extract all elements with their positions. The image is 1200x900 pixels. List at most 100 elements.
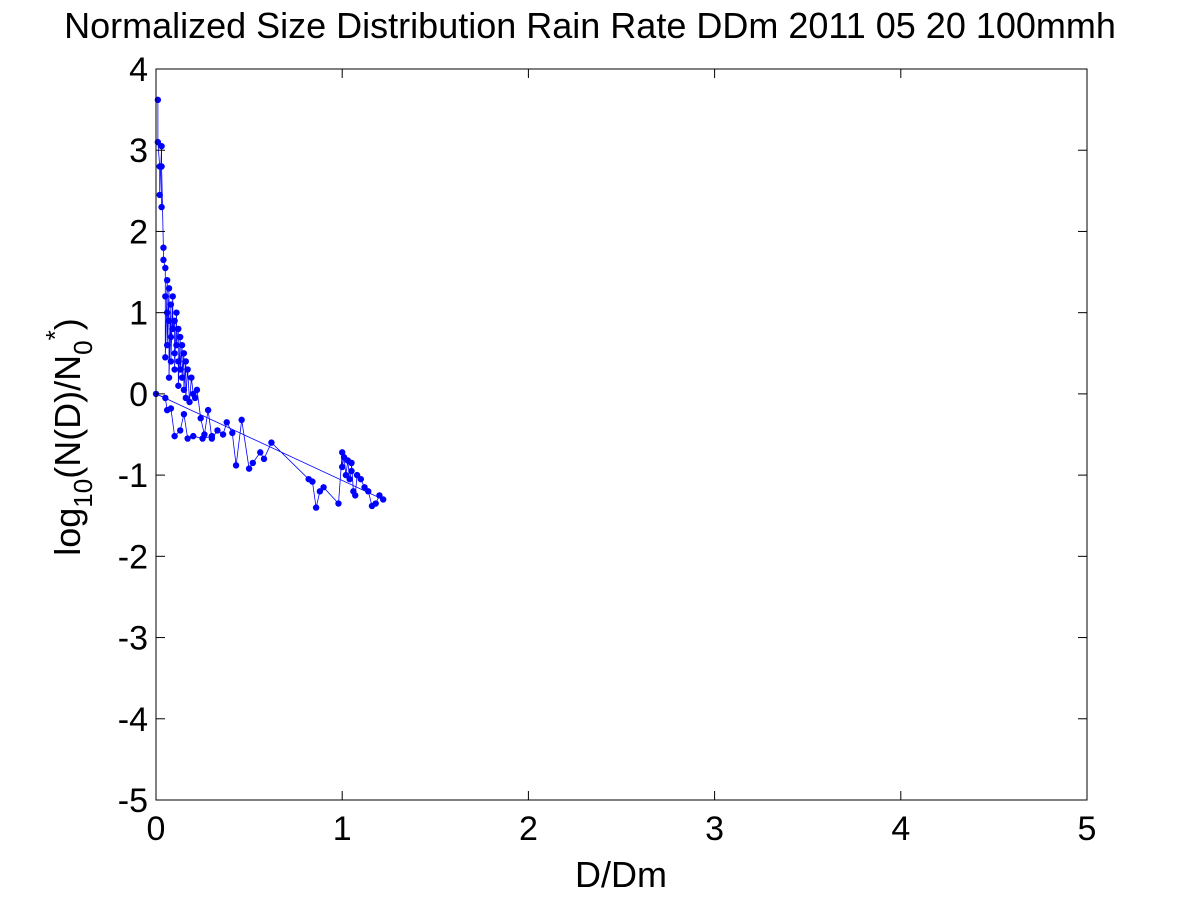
data-point [312, 504, 320, 511]
data-point [245, 465, 253, 472]
data-point [171, 350, 178, 357]
data-point [339, 463, 346, 471]
data-point [171, 366, 178, 373]
data-point [173, 341, 180, 349]
y-axis-label-log: log [47, 508, 88, 556]
data-point [182, 394, 189, 402]
data-point [180, 350, 188, 357]
data-point [156, 191, 163, 199]
data-point [365, 488, 372, 495]
data-point [353, 471, 361, 479]
x-tick-label: 2 [519, 810, 538, 848]
data-point [175, 382, 182, 389]
data-point [320, 484, 327, 491]
data-point [214, 427, 221, 434]
y-axis: -5 -4 -3 -2 -1 0 1 2 3 4 [118, 51, 1087, 820]
data-point [229, 429, 236, 437]
data-point [348, 459, 355, 467]
data-point [197, 415, 204, 422]
data-point [193, 386, 201, 394]
data-point [178, 341, 186, 349]
data-point [162, 394, 169, 402]
y-axis-label-sub-10: 10 [68, 479, 98, 508]
y-axis-label-body: (N(D)/N [47, 355, 88, 479]
data-point [163, 309, 171, 316]
y-axis-label: log10(N(D)/N0*) [40, 318, 98, 556]
data-point [335, 500, 342, 507]
data-point [182, 358, 189, 365]
y-tick-label: -2 [118, 538, 148, 576]
data-point [167, 333, 175, 341]
y-tick-label: 2 [129, 213, 148, 251]
data-point [260, 455, 268, 463]
y-axis-label-close: ) [47, 318, 88, 330]
data-point [169, 293, 176, 300]
data-point [177, 366, 184, 373]
y-tick-label: -3 [118, 620, 148, 658]
x-tick-label: 3 [705, 810, 724, 848]
data-point [158, 163, 165, 170]
data-point [171, 317, 178, 324]
y-tick-label: -5 [118, 782, 148, 820]
y-tick-label: -1 [118, 457, 148, 495]
data-point [190, 432, 197, 440]
data-point [199, 435, 206, 442]
data-point [160, 256, 167, 264]
data-point [268, 439, 275, 446]
x-tick-label: 0 [147, 810, 166, 848]
data-point [346, 475, 353, 483]
data-point [163, 276, 171, 284]
data-point [173, 309, 180, 316]
data-point [357, 475, 365, 483]
data-point [204, 406, 212, 414]
data-point [171, 432, 178, 440]
data-point [162, 354, 169, 361]
data-point [162, 293, 169, 300]
y-tick-label: 1 [129, 295, 148, 333]
data-point [316, 488, 324, 495]
data-point [175, 325, 182, 333]
data-point [257, 449, 264, 456]
y-tick-label: 3 [129, 132, 148, 170]
data-point [175, 358, 182, 365]
data-point [342, 471, 350, 479]
data-point [339, 449, 346, 456]
data-point [158, 142, 165, 150]
chart-title: Normalized Size Distribution Rain Rate D… [64, 5, 1116, 46]
data-point [169, 325, 176, 333]
data-point [165, 374, 173, 381]
x-tick-label: 1 [333, 810, 352, 848]
data-point [165, 285, 173, 292]
data-point [352, 492, 359, 499]
data-point [180, 410, 188, 418]
y-tick-label: -4 [118, 701, 148, 739]
data-point [162, 264, 169, 272]
data-point [160, 244, 167, 251]
data-point [376, 492, 383, 499]
data-point [232, 462, 240, 469]
data-point [372, 500, 379, 507]
data-point [191, 394, 199, 402]
data-point [177, 427, 184, 434]
plot-area [152, 96, 387, 511]
data-point [180, 386, 188, 394]
data-point [167, 301, 175, 308]
data-point [208, 432, 216, 440]
data-point [223, 419, 230, 426]
x-tick-label: 5 [1078, 810, 1097, 848]
y-tick-label: 0 [129, 376, 148, 414]
data-point [184, 366, 191, 373]
x-tick-label: 4 [891, 810, 910, 848]
data-point [361, 484, 368, 491]
x-axis: 0 1 2 3 4 5 [147, 69, 1097, 848]
data-point [165, 317, 173, 324]
data-point [186, 398, 193, 406]
y-axis-label-sup-star: * [40, 330, 70, 340]
y-axis-label-sub-0: 0 [68, 340, 98, 354]
data-point [348, 467, 355, 475]
data-point [184, 435, 191, 442]
x-axis-label: D/Dm [575, 854, 667, 895]
data-point [178, 374, 186, 381]
